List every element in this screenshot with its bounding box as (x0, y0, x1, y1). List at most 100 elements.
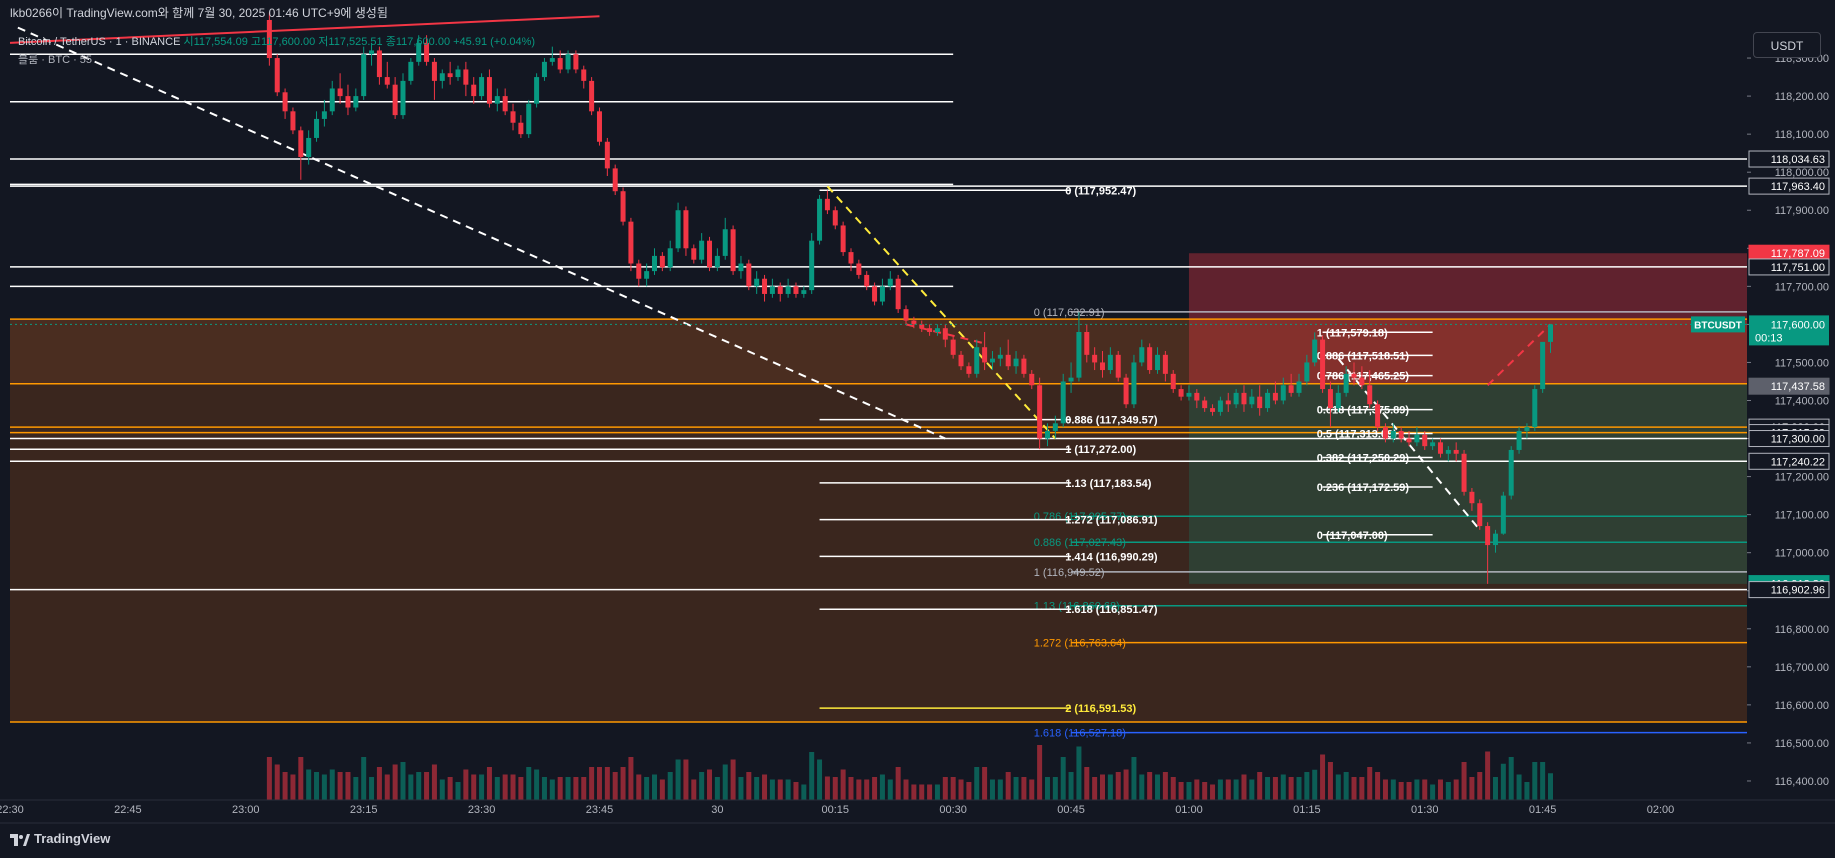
volume-bar (541, 777, 547, 800)
candle-body (1445, 449, 1451, 454)
candle-body (1107, 354, 1113, 371)
fib-right-label: 0.236 (117,172.59) (1317, 482, 1410, 494)
volume-bar (628, 757, 634, 800)
volume-bar (1548, 773, 1554, 800)
volume-bar (392, 764, 398, 800)
volume-bar (1210, 784, 1216, 800)
volume-bar (911, 784, 917, 800)
candle-body (997, 354, 1003, 359)
time-tick-label: 00:15 (822, 804, 850, 816)
volume-bar (314, 772, 320, 800)
candle-body (675, 210, 681, 249)
symbol-tag-label: BTCUSDT (1694, 320, 1742, 331)
volume-bar (1524, 782, 1530, 800)
candle-body (455, 69, 461, 78)
volume-bar (997, 779, 1003, 800)
candle-body (1060, 381, 1066, 424)
volume-bar (455, 782, 461, 800)
candle-body (1178, 389, 1184, 397)
volume-bar (1257, 772, 1263, 800)
candle-body (376, 50, 382, 78)
candle-body (636, 263, 642, 279)
volume-bar (1288, 777, 1294, 800)
volume-bar (1194, 779, 1200, 800)
candle-body (1272, 392, 1278, 401)
volume-bar (1540, 762, 1546, 800)
candle-body (1327, 389, 1333, 409)
candle-body (557, 58, 563, 70)
candle-body (1359, 377, 1365, 386)
candle-body (596, 111, 602, 142)
candle-body (494, 96, 500, 104)
price-tick-label: 117,000.00 (1775, 548, 1829, 560)
candle-countdown: 00:13 (1755, 332, 1783, 344)
candle-body (628, 221, 634, 264)
price-tick-label: 116,700.00 (1775, 662, 1829, 674)
candle-body (1194, 392, 1200, 401)
price-badge-label: 117,751.00 (1771, 262, 1825, 274)
price-badge-label: 117,963.40 (1771, 181, 1825, 193)
symbol-name[interactable]: Bitcoin / TetherUS · 1 · BINANCE (18, 36, 181, 48)
candle-body (1540, 341, 1546, 390)
volume-bar (526, 767, 532, 800)
volume-bar (974, 767, 980, 800)
fib-left-label: 0.886 (117,349.57) (1065, 415, 1158, 427)
candle-body (604, 141, 610, 169)
indicator-legend[interactable]: 블룸 · BTC · 55 (18, 54, 93, 66)
volume-bar (769, 779, 775, 800)
candle-body (1304, 362, 1310, 382)
price-badge (1748, 177, 1830, 195)
candle-body (541, 61, 547, 78)
volume-bar (840, 769, 846, 800)
candle-body (353, 96, 359, 108)
volume-bar (1461, 762, 1467, 800)
volume-bar (337, 772, 343, 800)
candle-body (1241, 392, 1247, 405)
volume-bar (1453, 779, 1459, 800)
candle-body (581, 69, 587, 81)
volume-bar (1335, 774, 1341, 800)
volume-bar (1437, 779, 1443, 800)
candle-body (1516, 430, 1522, 450)
candle-body (408, 61, 414, 81)
volume-bar (1422, 779, 1428, 800)
trend-line (9, 15, 600, 44)
candle-body (1343, 373, 1349, 393)
candle-body (1249, 396, 1255, 405)
fib-mid-label: 1.618 (116,527.18) (1034, 728, 1126, 740)
time-tick-label: 23:00 (232, 804, 260, 816)
currency-button[interactable]: USDT (1753, 32, 1821, 58)
candle-body (1202, 400, 1208, 409)
volume-bar (1430, 784, 1436, 800)
fib-left-label: 1.414 (116,990.29) (1065, 551, 1158, 563)
candle-body (1123, 377, 1129, 405)
candle-body (479, 77, 485, 97)
fib-right-label: 0.382 (117,250.29) (1317, 452, 1410, 464)
volume-bar (620, 767, 626, 800)
candle-body (502, 96, 508, 112)
candle-body (1492, 533, 1498, 546)
volume-bar (1367, 767, 1373, 800)
volume-bar (424, 772, 430, 800)
volume-bar (942, 777, 948, 800)
candle-body (510, 111, 516, 123)
fib-left-label: 1.272 (117,086.91) (1065, 515, 1158, 527)
candle-body (754, 278, 760, 287)
candle-body (1265, 392, 1271, 409)
volume-bar (604, 767, 610, 800)
volume-bar (1382, 779, 1388, 800)
volume-bar (1445, 782, 1451, 800)
volume-bar (408, 774, 414, 800)
volume-bar (1327, 762, 1333, 800)
candle-body (927, 328, 933, 332)
volume-bar (1037, 745, 1043, 800)
volume-bar (919, 784, 925, 800)
volume-bar (1359, 777, 1365, 800)
candle-body (486, 77, 492, 104)
trend-line (1486, 323, 1552, 386)
volume-bar (699, 772, 705, 800)
volume-bar (361, 757, 367, 800)
symbol-legend[interactable]: Bitcoin / TetherUS · 1 · BINANCE 시117,55… (18, 33, 535, 49)
time-tick-label: 01:45 (1529, 804, 1557, 816)
